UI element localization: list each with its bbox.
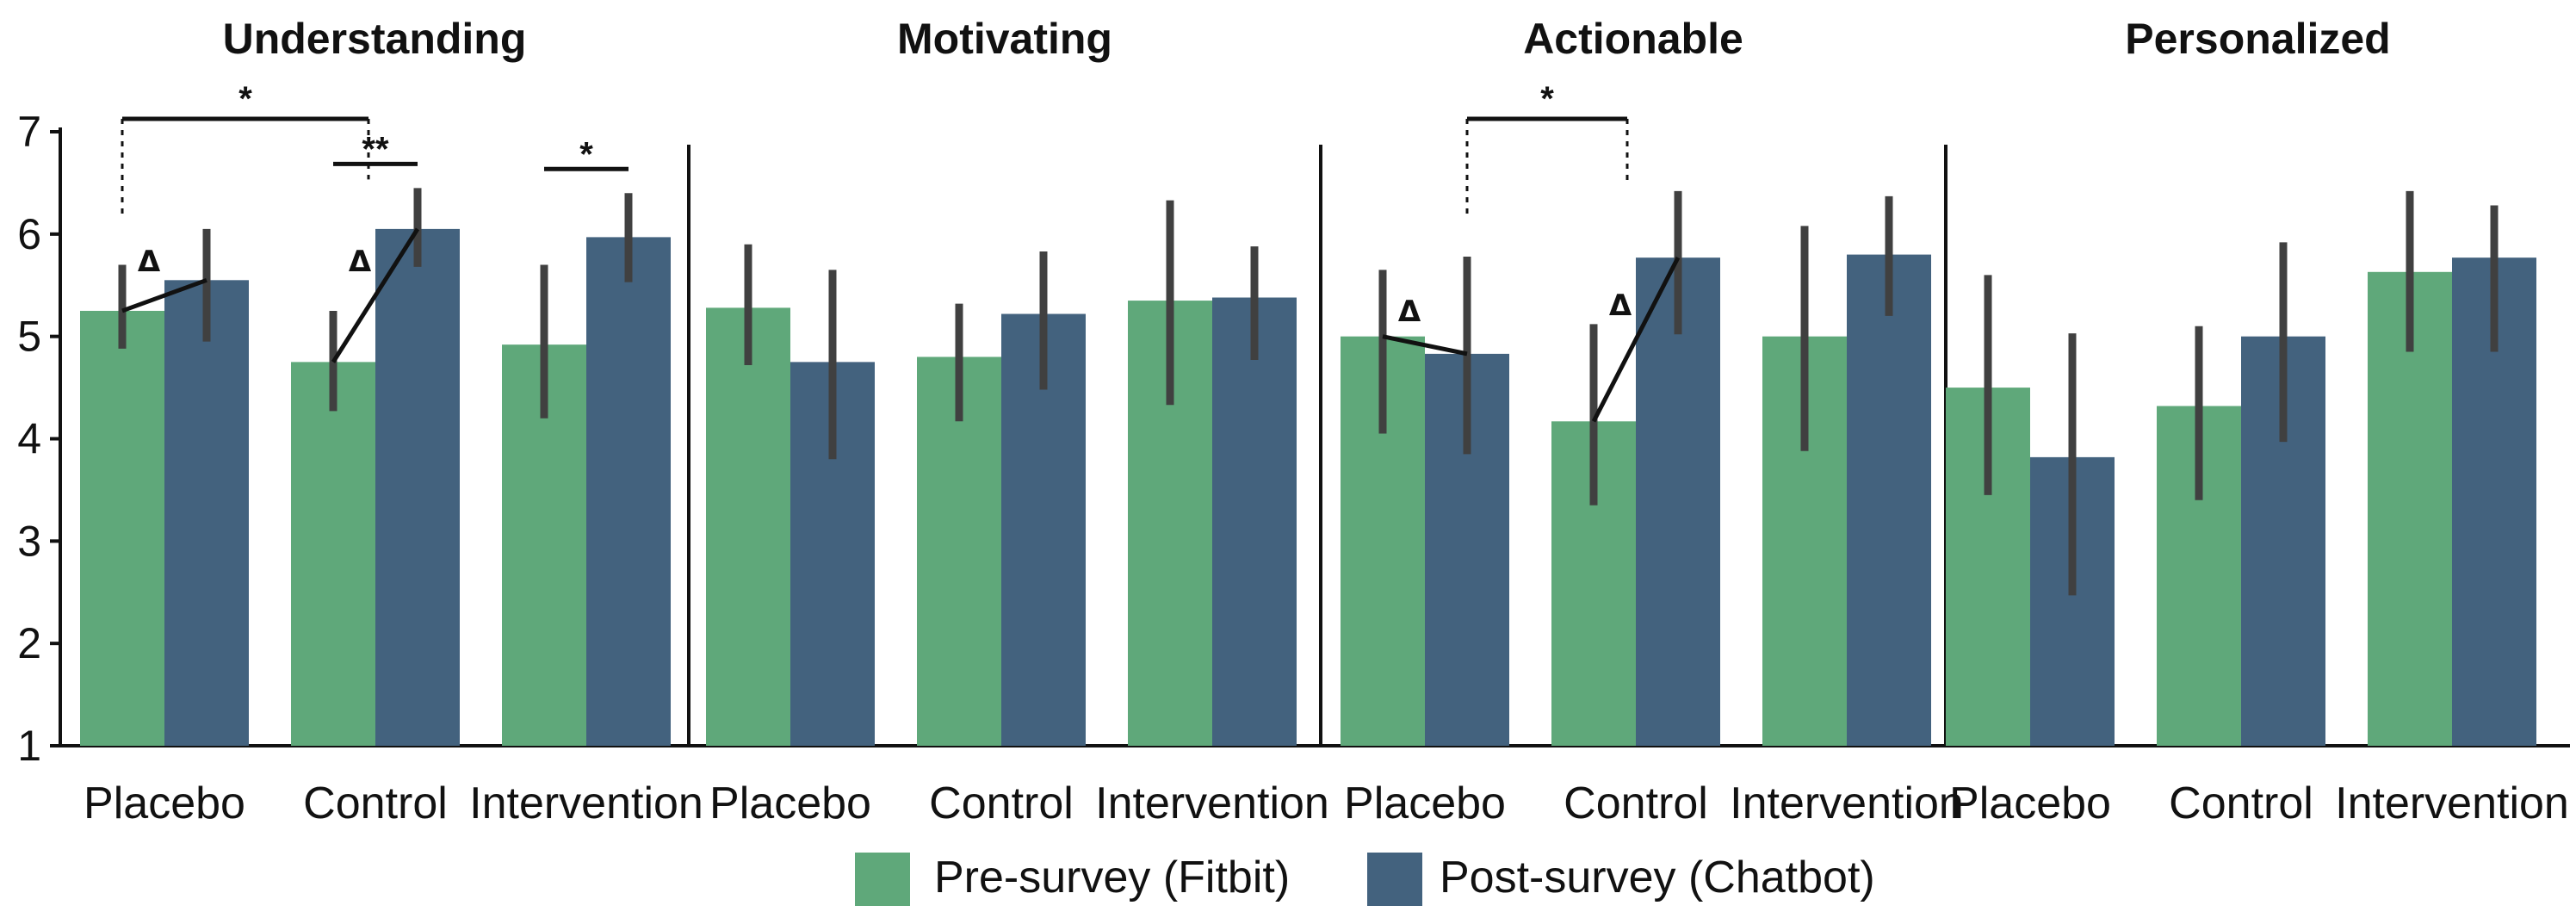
- category-label: Intervention: [1095, 778, 1329, 828]
- y-tick-label: 7: [17, 108, 41, 156]
- category-label: Placebo: [84, 778, 245, 828]
- significance-label: *: [238, 80, 252, 118]
- y-tick-label: 2: [17, 619, 41, 667]
- y-tick-label: 4: [17, 415, 41, 463]
- legend: Pre-survey (Fitbit) Post-survey (Chatbot): [855, 853, 1875, 906]
- category-label: Control: [303, 778, 448, 828]
- post-survey-bar: [586, 237, 671, 746]
- category-label: Placebo: [1344, 778, 1506, 828]
- legend-label-pre: Pre-survey (Fitbit): [934, 853, 1290, 902]
- category-label: Intervention: [2335, 778, 2569, 828]
- pre-survey-bar: [291, 362, 375, 746]
- significance-label: *: [1540, 80, 1554, 118]
- y-tick-label: 3: [17, 517, 41, 565]
- legend-label-post: Post-survey (Chatbot): [1440, 853, 1875, 902]
- delta-symbol: Δ: [349, 245, 372, 279]
- category-label: Intervention: [469, 778, 703, 828]
- category-label: Control: [929, 778, 1074, 828]
- category-label: Control: [2169, 778, 2313, 828]
- y-tick-label: 5: [17, 313, 41, 361]
- post-survey-bar: [1847, 255, 1931, 746]
- post-survey-bar: [164, 280, 249, 746]
- y-tick-label: 1: [17, 722, 41, 770]
- significance-label: **: [362, 130, 389, 168]
- post-survey-bar: [375, 229, 460, 746]
- grouped-bar-chart: 1 2 3 4 5 6 7 Understanding Placebo Control Interv…: [0, 0, 2576, 918]
- legend-swatch-post: [1367, 853, 1422, 906]
- delta-symbol: Δ: [1398, 295, 1421, 329]
- delta-symbol: Δ: [138, 245, 161, 279]
- error-bars-layer: [122, 188, 2494, 595]
- panel-title: Understanding: [223, 15, 527, 63]
- panel-title: Personalized: [2125, 15, 2390, 63]
- legend-swatch-pre: [855, 853, 910, 906]
- y-tick-label: 6: [17, 210, 41, 258]
- post-survey-bar: [1212, 298, 1297, 746]
- panel-title: Actionable: [1523, 15, 1743, 63]
- delta-symbol: Δ: [1609, 288, 1632, 323]
- pre-survey-bar: [80, 311, 164, 746]
- category-label: Placebo: [709, 778, 871, 828]
- pre-survey-bar: [706, 307, 790, 746]
- significance-label: *: [579, 135, 593, 173]
- panel-title: Motivating: [897, 15, 1112, 63]
- category-label: Control: [1564, 778, 1708, 828]
- category-label: Intervention: [1730, 778, 1964, 828]
- category-label: Placebo: [1949, 778, 2111, 828]
- bars-layer: [80, 229, 2536, 746]
